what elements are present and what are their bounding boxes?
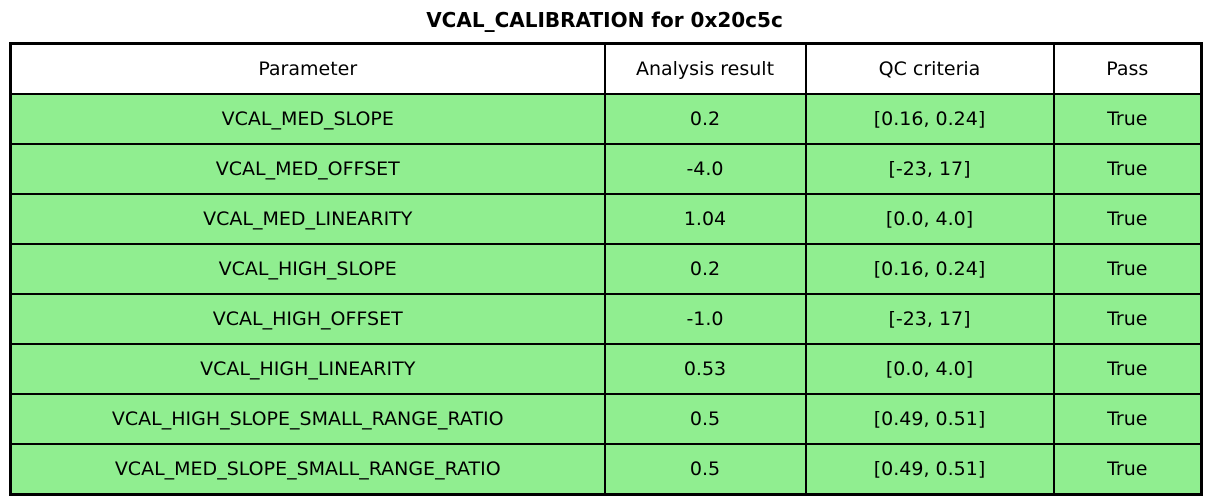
table-row: VCAL_HIGH_LINEARITY 0.53 [0.0, 4.0] True bbox=[9, 343, 1203, 395]
cell-parameter: VCAL_MED_OFFSET bbox=[9, 143, 606, 195]
column-header-parameter: Parameter bbox=[9, 42, 606, 95]
cell-qc-criteria: [0.0, 4.0] bbox=[804, 193, 1055, 245]
cell-parameter: VCAL_MED_LINEARITY bbox=[9, 193, 606, 245]
cell-qc-criteria: [0.16, 0.24] bbox=[804, 243, 1055, 295]
table-row: VCAL_HIGH_SLOPE 0.2 [0.16, 0.24] True bbox=[9, 243, 1203, 295]
column-header-analysis-result: Analysis result bbox=[603, 42, 807, 95]
cell-parameter: VCAL_MED_SLOPE_SMALL_RANGE_RATIO bbox=[9, 443, 606, 496]
cell-qc-criteria: [0.49, 0.51] bbox=[804, 443, 1055, 496]
column-header-pass: Pass bbox=[1052, 42, 1203, 95]
cell-pass: True bbox=[1052, 293, 1203, 345]
table-row: VCAL_MED_SLOPE_SMALL_RANGE_RATIO 0.5 [0.49… bbox=[9, 443, 1203, 496]
table-row: VCAL_HIGH_OFFSET -1.0 [-23, 17] True bbox=[9, 293, 1203, 345]
cell-pass: True bbox=[1052, 243, 1203, 295]
table-row: VCAL_MED_OFFSET -4.0 [-23, 17] True bbox=[9, 143, 1203, 195]
figure-title: VCAL_CALIBRATION for 0x20c5c bbox=[426, 8, 783, 32]
cell-analysis-result: 0.53 bbox=[603, 343, 807, 395]
table-row: VCAL_MED_LINEARITY 1.04 [0.0, 4.0] True bbox=[9, 193, 1203, 245]
cell-pass: True bbox=[1052, 343, 1203, 395]
cell-qc-criteria: [-23, 17] bbox=[804, 143, 1055, 195]
cell-parameter: VCAL_MED_SLOPE bbox=[9, 93, 606, 145]
cell-pass: True bbox=[1052, 143, 1203, 195]
cell-pass: True bbox=[1052, 193, 1203, 245]
cell-qc-criteria: [0.16, 0.24] bbox=[804, 93, 1055, 145]
table-row: VCAL_MED_SLOPE 0.2 [0.16, 0.24] True bbox=[9, 93, 1203, 145]
cell-parameter: VCAL_HIGH_LINEARITY bbox=[9, 343, 606, 395]
cell-analysis-result: -1.0 bbox=[603, 293, 807, 345]
cell-analysis-result: 0.2 bbox=[603, 243, 807, 295]
cell-analysis-result: -4.0 bbox=[603, 143, 807, 195]
qc-results-table: Parameter Analysis result QC criteria Pass … bbox=[9, 42, 1203, 496]
cell-pass: True bbox=[1052, 443, 1203, 496]
cell-analysis-result: 1.04 bbox=[603, 193, 807, 245]
cell-analysis-result: 0.2 bbox=[603, 93, 807, 145]
cell-parameter: VCAL_HIGH_SLOPE bbox=[9, 243, 606, 295]
table-row: VCAL_HIGH_SLOPE_SMALL_RANGE_RATIO 0.5 [0.4… bbox=[9, 393, 1203, 445]
cell-qc-criteria: [0.49, 0.51] bbox=[804, 393, 1055, 445]
header-row: Parameter Analysis result QC criteria Pass bbox=[9, 42, 1203, 95]
cell-pass: True bbox=[1052, 93, 1203, 145]
cell-pass: True bbox=[1052, 393, 1203, 445]
column-header-qc-criteria: QC criteria bbox=[804, 42, 1055, 95]
cell-analysis-result: 0.5 bbox=[603, 443, 807, 496]
cell-qc-criteria: [0.0, 4.0] bbox=[804, 343, 1055, 395]
table-body: VCAL_MED_SLOPE 0.2 [0.16, 0.24] True VCAL_ME… bbox=[9, 93, 1203, 496]
cell-parameter: VCAL_HIGH_SLOPE_SMALL_RANGE_RATIO bbox=[9, 393, 606, 445]
cell-parameter: VCAL_HIGH_OFFSET bbox=[9, 293, 606, 345]
cell-qc-criteria: [-23, 17] bbox=[804, 293, 1055, 345]
cell-analysis-result: 0.5 bbox=[603, 393, 807, 445]
